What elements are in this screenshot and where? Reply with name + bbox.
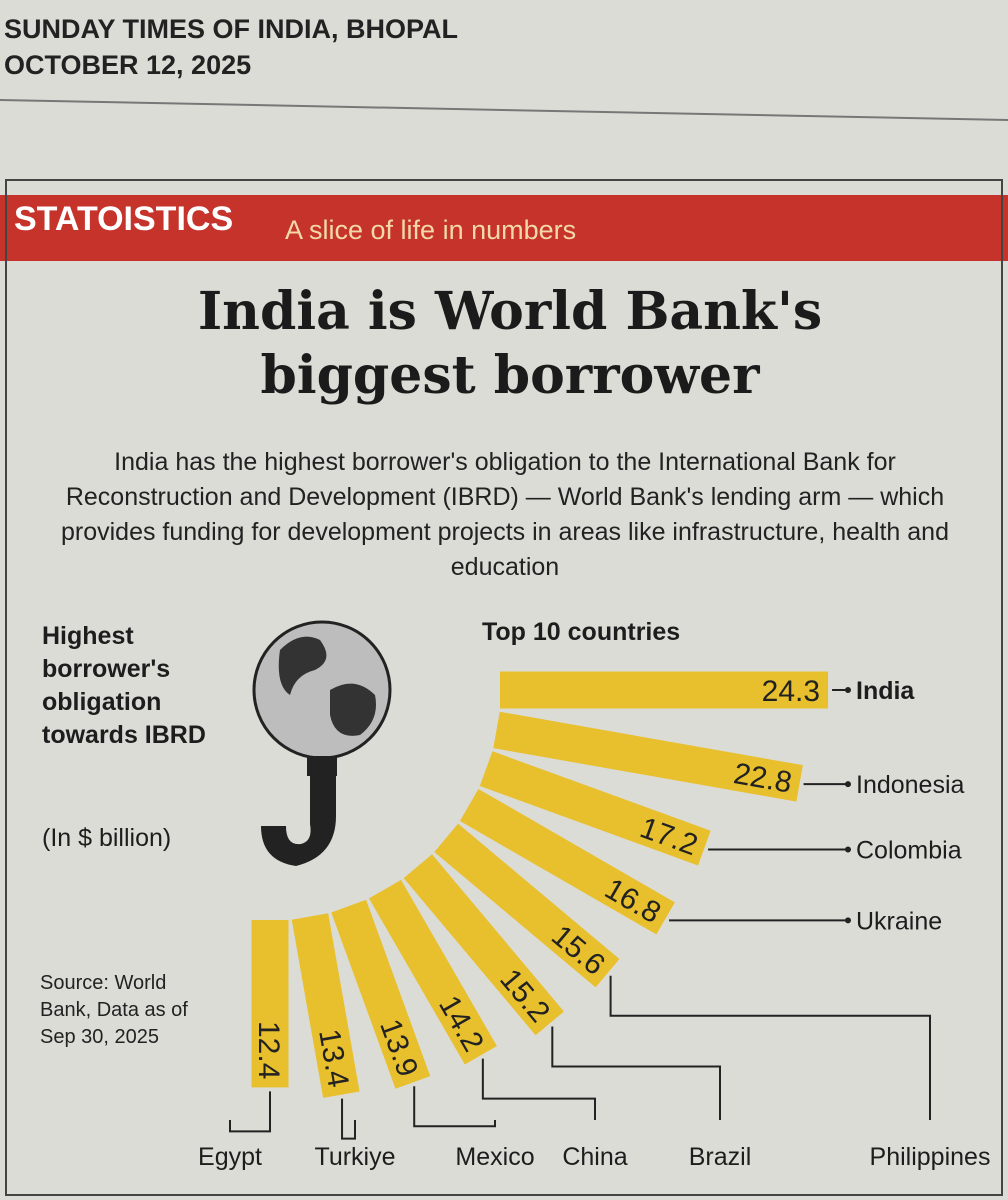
- chart-heading: Top 10 countries: [482, 618, 681, 646]
- bar-group: 12.4: [251, 920, 289, 1088]
- date: OCTOBER 12, 2025: [4, 50, 252, 80]
- leader-line: [551, 1026, 721, 1120]
- bar: [459, 788, 675, 935]
- category-label: Turkiye: [314, 1143, 395, 1171]
- chart-title: India is World Bank's biggest borrower: [197, 281, 823, 406]
- leader-line: [229, 1091, 271, 1133]
- brand: STATOISTICS: [14, 200, 234, 238]
- globe-crane: [252, 620, 392, 866]
- newspaper-name: SUNDAY TIMES OF INDIA, BHOPAL: [4, 14, 459, 44]
- category-label: China: [562, 1143, 627, 1171]
- y-axis-label: Highest borrower's obligation towards IB…: [42, 622, 206, 749]
- bar-group: 24.3: [500, 671, 829, 709]
- category-label: Philippines: [870, 1143, 991, 1171]
- category-label: Egypt: [198, 1143, 262, 1171]
- category-label: India: [856, 677, 915, 705]
- leader-line: [341, 1098, 356, 1140]
- bar-group: 22.8: [493, 711, 803, 802]
- bar: [251, 920, 289, 1088]
- value-label: 12.4: [252, 1021, 285, 1079]
- leader-line: [609, 975, 931, 1120]
- source: Source: World Bank, Data as of Sep 30, 2…: [40, 972, 188, 1048]
- banner: [0, 195, 1008, 261]
- bar: [500, 671, 829, 709]
- bar: [291, 913, 360, 1098]
- leader-line: [481, 1058, 596, 1120]
- value-label: 24.3: [762, 675, 820, 708]
- category-label: Mexico: [455, 1143, 534, 1171]
- leader-dot: [845, 781, 851, 788]
- bar: [434, 823, 620, 988]
- category-label: Brazil: [689, 1143, 752, 1171]
- category-label: Ukraine: [856, 907, 942, 935]
- bar: [403, 854, 564, 1036]
- bar: [479, 751, 711, 866]
- leader-dot: [845, 687, 851, 693]
- leader-line: [413, 1086, 496, 1128]
- category-label: Indonesia: [856, 771, 965, 799]
- unit-label: (In $ billion): [42, 824, 172, 852]
- leader-dot: [845, 846, 851, 853]
- bar: [493, 711, 803, 802]
- frame: [5, 179, 1003, 1196]
- bar: [368, 879, 497, 1065]
- bar: [331, 899, 431, 1089]
- category-label: Colombia: [856, 836, 962, 864]
- subtitle: India has the highest borrower's obligat…: [60, 448, 949, 581]
- leader-dot: [845, 917, 851, 924]
- rule: [0, 99, 1008, 121]
- tagline: A slice of life in numbers: [285, 215, 577, 245]
